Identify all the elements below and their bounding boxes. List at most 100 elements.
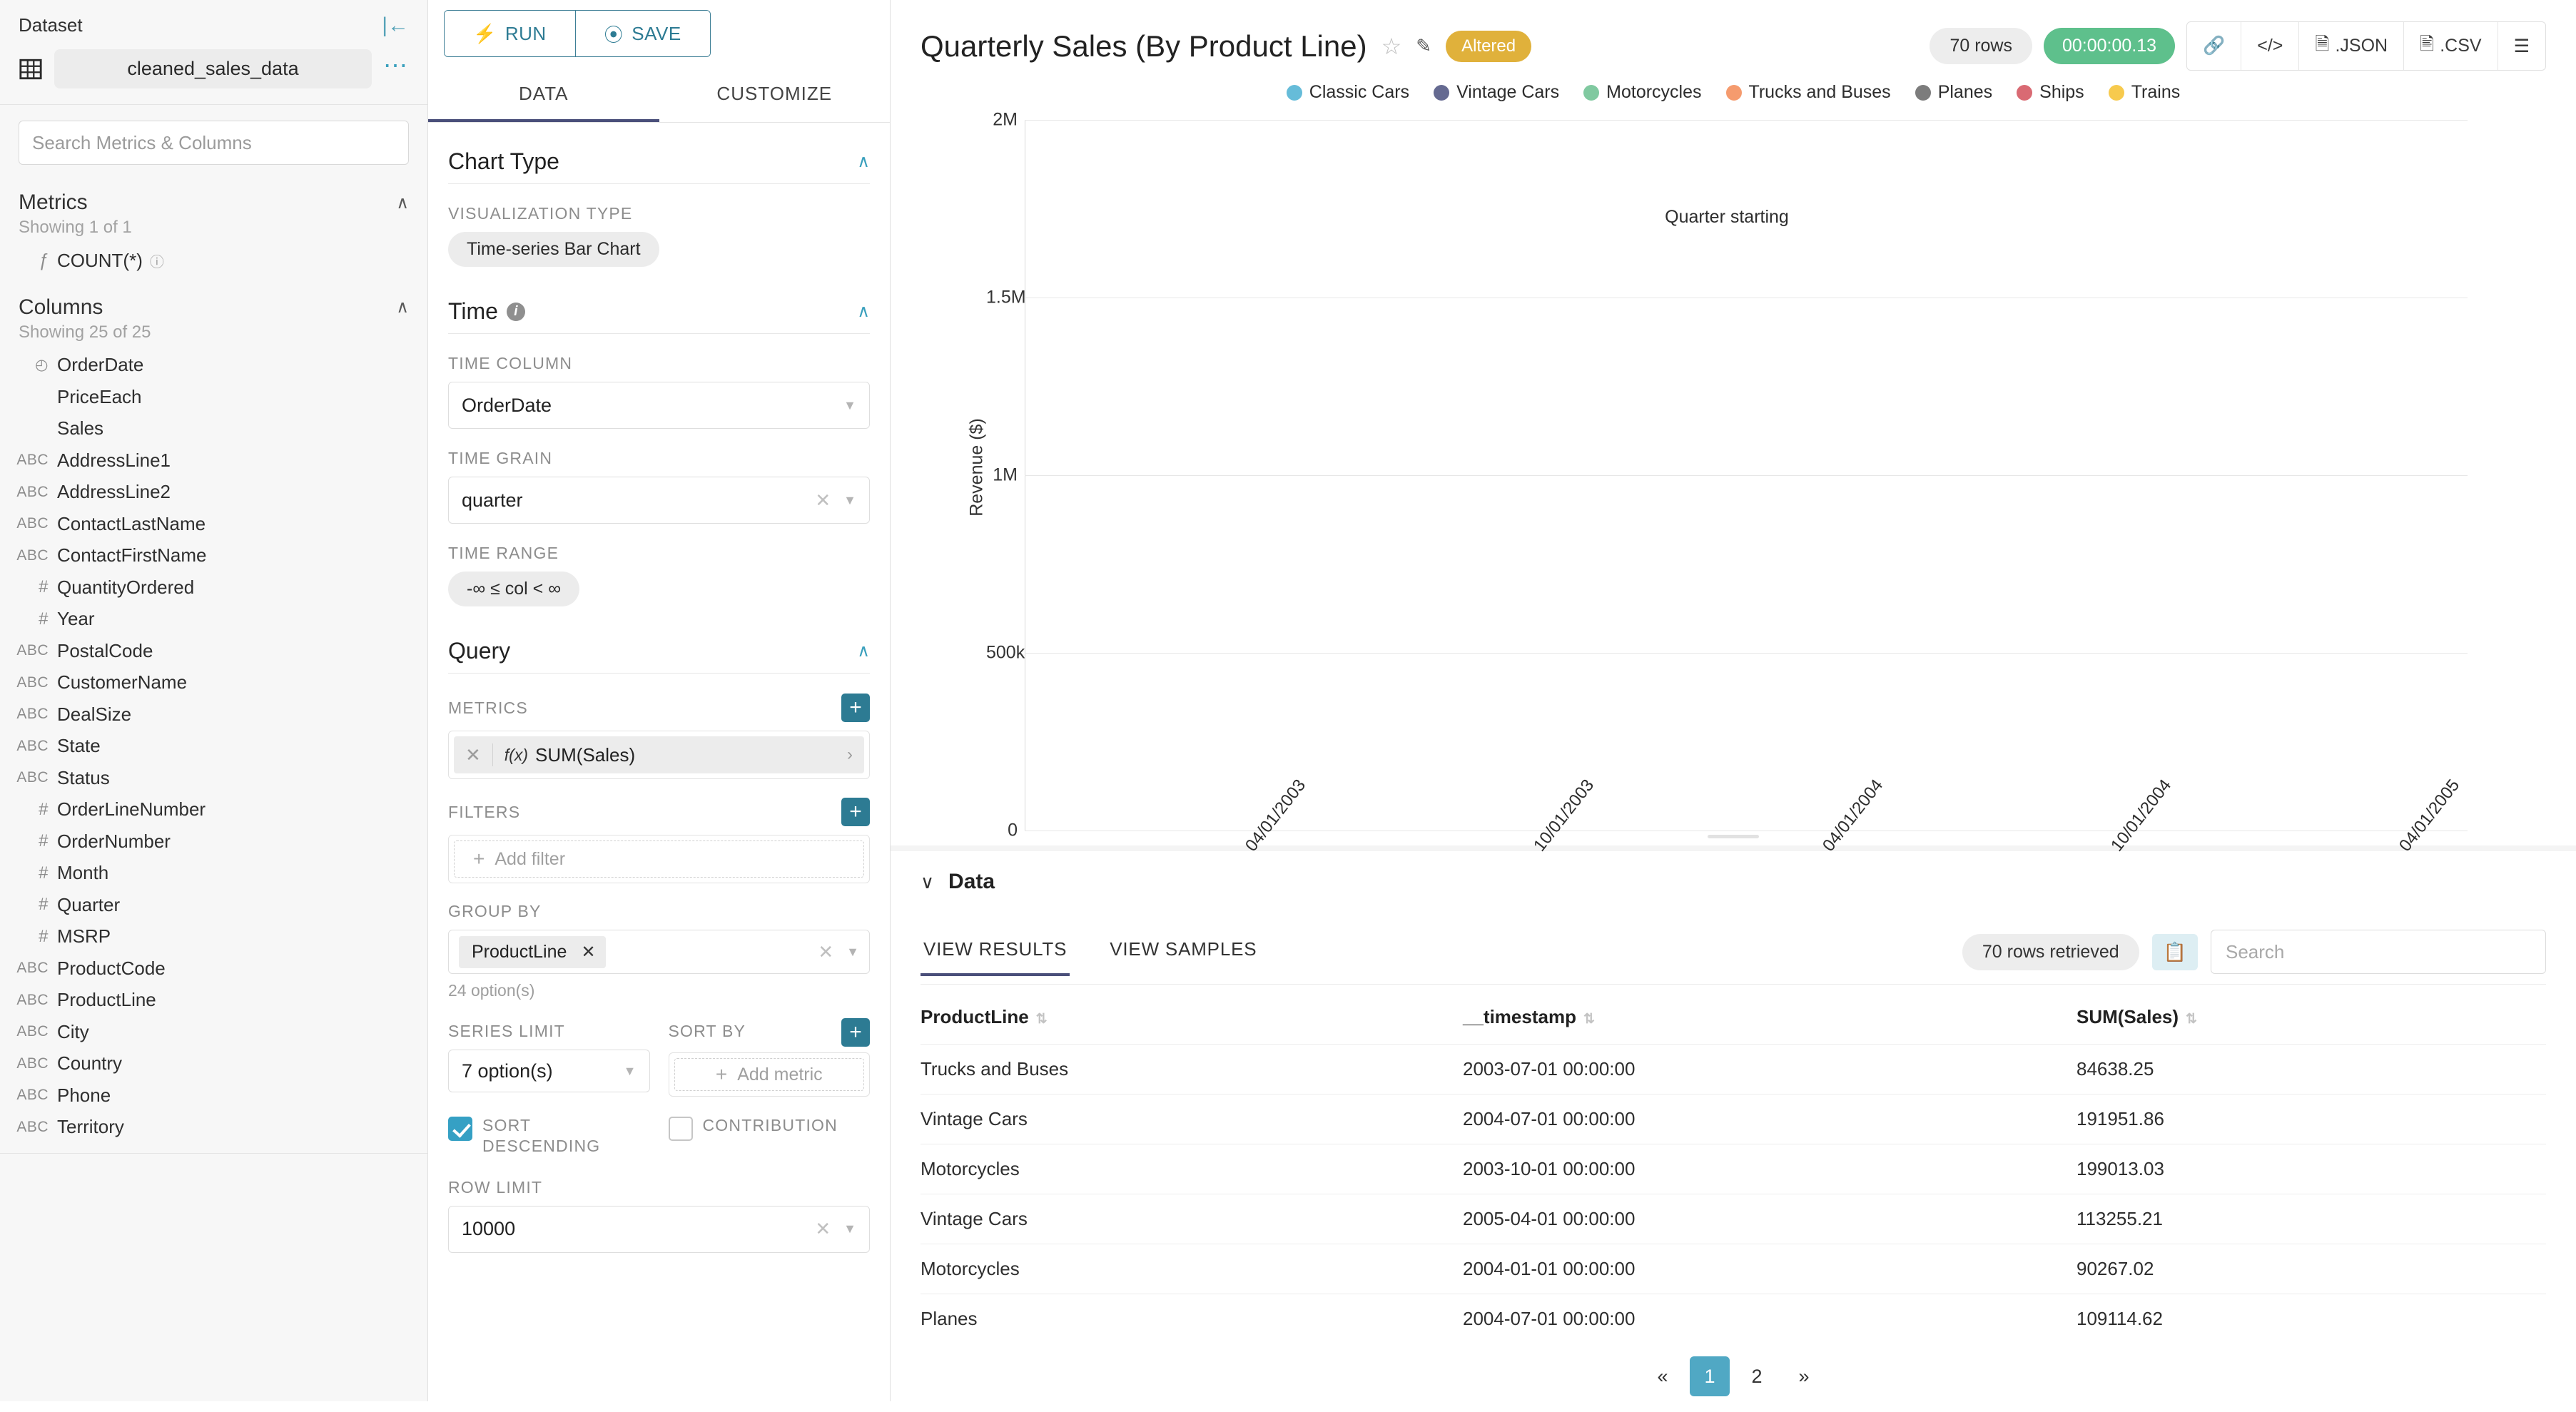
- column-item[interactable]: # OrderNumber: [7, 826, 420, 858]
- remove-metric-icon[interactable]: ✕: [465, 743, 481, 766]
- collapse-left-icon[interactable]: |←: [382, 13, 409, 37]
- search-results-input[interactable]: [2211, 930, 2546, 974]
- tab-view-samples[interactable]: VIEW SAMPLES: [1110, 938, 1257, 960]
- add-metric-button[interactable]: +: [841, 694, 870, 722]
- chevron-up-icon[interactable]: ∧: [396, 298, 409, 317]
- row-limit-select[interactable]: 10000 ✕ ▼: [448, 1205, 870, 1253]
- chart-type-section-header[interactable]: Chart Type ∧: [448, 123, 870, 183]
- column-item[interactable]: ABC ContactFirstName: [7, 540, 420, 572]
- group-by-select[interactable]: ProductLine ✕ ✕ ▼: [448, 930, 870, 974]
- column-item[interactable]: ABC DealSize: [7, 699, 420, 731]
- table-row[interactable]: Trucks and Buses 2003-07-01 00:00:00 84638…: [921, 1044, 2546, 1094]
- tab-data[interactable]: DATA: [428, 67, 659, 122]
- info-icon[interactable]: i: [506, 302, 525, 321]
- column-item[interactable]: ABC CustomerName: [7, 667, 420, 699]
- time-grain-select[interactable]: quarter ✕ ▼: [448, 477, 870, 524]
- contribution-checkbox[interactable]: CONTRIBUTION: [668, 1115, 871, 1141]
- column-header-sum-sales[interactable]: SUM(Sales) ⇅: [2076, 992, 2546, 1045]
- clear-icon[interactable]: ✕: [815, 1218, 831, 1239]
- link-icon[interactable]: 🔗: [2203, 36, 2226, 56]
- clear-icon[interactable]: ✕: [818, 940, 834, 963]
- resize-handle[interactable]: [891, 831, 2576, 845]
- column-header-timestamp[interactable]: __timestamp ⇅: [1463, 992, 2076, 1045]
- pagination-next[interactable]: »: [1798, 1365, 1810, 1387]
- legend-item[interactable]: Vintage Cars: [1434, 82, 1559, 103]
- column-item[interactable]: # MSRP: [7, 921, 420, 953]
- column-item[interactable]: PriceEach: [7, 381, 420, 413]
- add-filter-placeholder[interactable]: + Add filter: [454, 840, 864, 878]
- help-icon[interactable]: ⓘ: [149, 254, 164, 270]
- clear-icon[interactable]: ✕: [815, 489, 831, 511]
- series-limit-select[interactable]: 7 option(s) ▼: [448, 1050, 650, 1092]
- pagination-prev[interactable]: «: [1657, 1365, 1668, 1387]
- column-item[interactable]: ABC Phone: [7, 1080, 420, 1112]
- column-item[interactable]: ABC City: [7, 1016, 420, 1048]
- pagination-page[interactable]: 1: [1690, 1356, 1730, 1396]
- status-badge[interactable]: Altered: [1446, 30, 1532, 62]
- chevron-up-icon[interactable]: ∧: [857, 302, 870, 321]
- group-by-tag[interactable]: ProductLine ✕: [459, 935, 606, 968]
- chevron-down-icon[interactable]: ∨: [921, 870, 935, 893]
- table-row[interactable]: Motorcycles 2004-01-01 00:00:00 90267.02: [921, 1244, 2546, 1294]
- time-section-header[interactable]: Time i ∧: [448, 267, 870, 333]
- column-item[interactable]: ◴ OrderDate: [7, 350, 420, 382]
- legend-item[interactable]: Trucks and Buses: [1725, 82, 1891, 103]
- search-metrics-columns-field[interactable]: [19, 121, 409, 165]
- sort-descending-checkbox[interactable]: SORT DESCENDING: [448, 1115, 650, 1157]
- sort-by-drop-zone[interactable]: + Add metric: [668, 1052, 870, 1097]
- legend-item[interactable]: Trains: [2108, 82, 2180, 103]
- code-icon[interactable]: </>: [2241, 22, 2298, 70]
- column-item[interactable]: ABC AddressLine2: [7, 477, 420, 509]
- time-range-value[interactable]: -∞ ≤ col < ∞: [448, 572, 580, 606]
- column-item[interactable]: Sales: [7, 413, 420, 445]
- column-item[interactable]: # QuantityOrdered: [7, 572, 420, 604]
- export-csv-button[interactable]: 🖹 .CSV: [2403, 22, 2497, 70]
- table-row[interactable]: Motorcycles 2003-10-01 00:00:00 199013.03: [921, 1144, 2546, 1194]
- dataset-selector-row[interactable]: cleaned_sales_data ⋯: [0, 45, 427, 105]
- column-item[interactable]: ABC ProductCode: [7, 953, 420, 985]
- metric-item[interactable]: ƒ COUNT(*) ⓘ: [7, 245, 420, 277]
- search-input[interactable]: [19, 121, 409, 165]
- table-row[interactable]: Vintage Cars 2005-04-01 00:00:00 113255.21: [921, 1194, 2546, 1244]
- dataset-name[interactable]: cleaned_sales_data: [54, 49, 372, 88]
- pagination-page[interactable]: 2: [1751, 1365, 1763, 1387]
- more-options-icon[interactable]: ⋯: [383, 52, 409, 80]
- column-item[interactable]: # Month: [7, 858, 420, 890]
- add-sort-metric-button[interactable]: +: [841, 1017, 870, 1047]
- copy-icon[interactable]: 📋: [2151, 933, 2198, 970]
- table-row[interactable]: Planes 2004-07-01 00:00:00 109114.62: [921, 1294, 2546, 1344]
- metric-chip[interactable]: ✕ f(x) SUM(Sales) ›: [454, 736, 864, 773]
- run-button[interactable]: ⚡ RUN: [445, 11, 575, 56]
- edit-properties-icon[interactable]: ✎: [1416, 35, 1432, 56]
- column-item[interactable]: # Quarter: [7, 889, 420, 921]
- chevron-up-icon[interactable]: ∧: [857, 641, 870, 661]
- legend-item[interactable]: Classic Cars: [1286, 82, 1409, 103]
- save-button[interactable]: ⦿ SAVE: [574, 11, 710, 56]
- column-item[interactable]: ABC AddressLine1: [7, 445, 420, 477]
- add-filter-button[interactable]: +: [841, 798, 870, 826]
- column-item[interactable]: ABC PostalCode: [7, 635, 420, 667]
- column-item[interactable]: ABC Territory: [7, 1112, 420, 1144]
- table-row[interactable]: Vintage Cars 2004-07-01 00:00:00 191951.86: [921, 1094, 2546, 1144]
- column-header-productline[interactable]: ProductLine ⇅: [921, 992, 1463, 1045]
- legend-item[interactable]: Motorcycles: [1583, 82, 1702, 103]
- visualization-type-value[interactable]: Time-series Bar Chart: [448, 232, 659, 267]
- column-item[interactable]: ABC ProductLine: [7, 985, 420, 1017]
- menu-icon[interactable]: ☰: [2497, 22, 2545, 70]
- chevron-up-icon[interactable]: ∧: [857, 152, 870, 171]
- chevron-right-icon[interactable]: ›: [847, 745, 853, 764]
- column-item[interactable]: ABC Status: [7, 762, 420, 794]
- column-item[interactable]: # Year: [7, 604, 420, 636]
- column-item[interactable]: ABC State: [7, 731, 420, 763]
- legend-item[interactable]: Ships: [2017, 82, 2084, 103]
- chevron-up-icon[interactable]: ∧: [396, 193, 409, 213]
- star-icon[interactable]: ☆: [1381, 33, 1402, 59]
- column-item[interactable]: ABC Country: [7, 1048, 420, 1080]
- query-section-header[interactable]: Query ∧: [448, 606, 870, 673]
- data-panel-header[interactable]: ∨ Data: [921, 851, 2546, 901]
- tab-view-results[interactable]: VIEW RESULTS: [921, 938, 1070, 976]
- column-item[interactable]: ABC ContactLastName: [7, 508, 420, 540]
- legend-item[interactable]: Planes: [1915, 82, 1992, 103]
- add-metric-placeholder[interactable]: + Add metric: [674, 1058, 864, 1091]
- remove-tag-icon[interactable]: ✕: [581, 942, 596, 962]
